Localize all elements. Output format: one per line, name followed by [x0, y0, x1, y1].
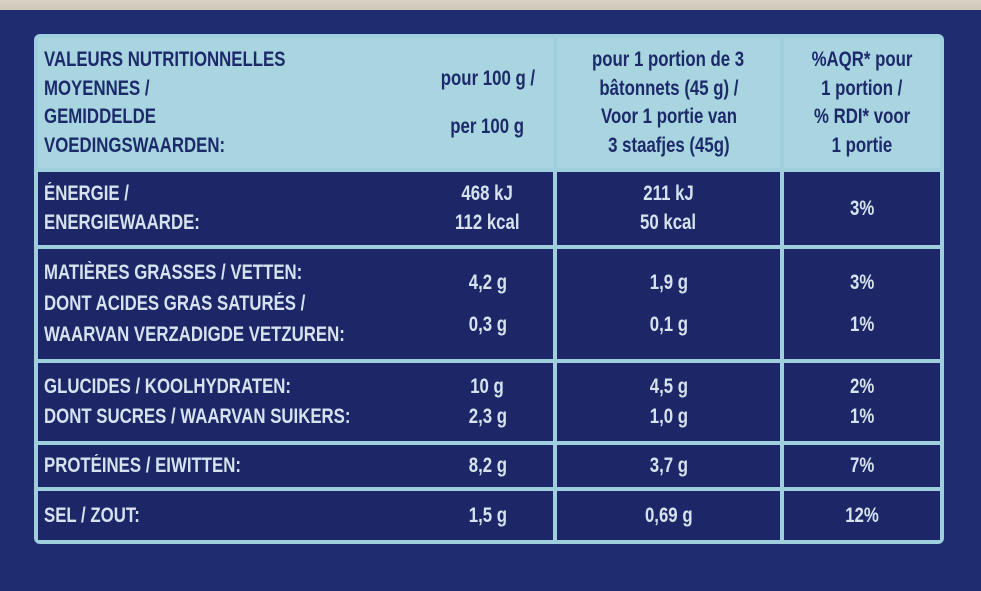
cell-text: 1 portie — [831, 134, 893, 158]
cell-text: GEMIDDELDE — [44, 105, 157, 129]
cell-text: % RDI* voor — [813, 105, 911, 129]
cell-text: 3 staafjes (45g) — [607, 134, 730, 158]
body-cell: 0,69 g — [557, 491, 780, 540]
body-cell: ÉNERGIE / ENERGIEWAARDE: — [38, 172, 422, 245]
cell-text: GLUCIDES / KOOLHYDRATEN: — [44, 374, 292, 398]
cell-text: ÉNERGIE / — [44, 182, 129, 205]
cell-text: 10 g — [470, 374, 505, 398]
body-cell: 10 g 2,3 g — [422, 363, 553, 441]
cell-text: DONT SUCRES / WAARVAN SUIKERS: — [44, 405, 351, 429]
cell-text: 3% — [849, 271, 875, 295]
body-cell: 7% — [784, 445, 940, 487]
body-cell: PROTÉINES / EIWITTEN: — [38, 445, 422, 487]
body-cell: 8,2 g — [422, 445, 553, 487]
cell-text: 7% — [849, 454, 875, 477]
cell-text: 2,3 g — [468, 405, 507, 429]
body-cell: MATIÈRES GRASSES / VETTEN: DONT ACIDES GR… — [38, 249, 422, 359]
cell-text: 2% — [849, 374, 875, 398]
body-cell: 3% 1% — [784, 249, 940, 359]
cell-text: 12% — [845, 503, 879, 527]
cell-text: 1 portion / — [821, 76, 903, 100]
body-cell: 3% — [784, 172, 940, 245]
cell-text: per 100 g — [450, 115, 525, 138]
body-cell: 468 kJ 112 kcal — [422, 172, 553, 245]
cell-text: 0,1 g — [649, 312, 688, 336]
cell-text: 3,7 g — [649, 454, 688, 477]
cell-text: 0,69 g — [644, 503, 693, 527]
cell-text: 1% — [849, 312, 875, 336]
cell-text: Voor 1 portie van — [600, 105, 737, 129]
cell-text: pour 100 g / — [440, 67, 535, 90]
cell-text: 1% — [849, 405, 875, 429]
body-cell: 4,5 g 1,0 g — [557, 363, 780, 441]
cell-text: pour 1 portion de 3 — [592, 47, 745, 71]
cell-text: 1,0 g — [649, 405, 688, 429]
cell-text: 3% — [849, 196, 875, 220]
body-cell: SEL / ZOUT: — [38, 491, 422, 540]
header-cell: VALEURS NUTRITIONNELLES MOYENNES / GEMIDDE… — [38, 38, 422, 168]
cell-text: 1,9 g — [649, 271, 688, 295]
cell-text: 112 kcal — [455, 211, 520, 234]
cell-text: VOEDINGSWAARDEN: — [44, 134, 226, 158]
body-cell: 1,9 g 0,1 g — [557, 249, 780, 359]
body-cell: 1,5 g — [422, 491, 553, 540]
cell-text: bâtonnets (45 g) / — [598, 76, 739, 100]
cell-text: 4,5 g — [649, 374, 688, 398]
cell-text: 8,2 g — [468, 454, 507, 477]
header-cell: %AQR* pour 1 portion / % RDI* voor 1 portie — [784, 38, 940, 168]
cell-text: 4,2 g — [468, 271, 507, 295]
body-cell: 4,2 g 0,3 g — [422, 249, 553, 359]
cell-text: 468 kJ — [461, 182, 514, 205]
body-cell: GLUCIDES / KOOLHYDRATEN: DONT SUCRES / WA… — [38, 363, 422, 441]
cell-text: SEL / ZOUT: — [44, 503, 140, 527]
cell-text: 1,5 g — [468, 503, 507, 527]
header-cell: pour 100 g / per 100 g — [422, 38, 553, 168]
header-cell: pour 1 portion de 3 bâtonnets (45 g) / Voo… — [557, 38, 780, 168]
cell-text: WAARVAN VERZADIGDE VETZUREN: — [44, 323, 345, 346]
nutrition-table: VALEURS NUTRITIONNELLES MOYENNES / GEMIDDE… — [34, 34, 944, 544]
cell-text: 0,3 g — [468, 312, 507, 336]
cell-text: VALEURS NUTRITIONNELLES — [44, 47, 286, 71]
body-cell: 2% 1% — [784, 363, 940, 441]
body-cell: 3,7 g — [557, 445, 780, 487]
cell-text: PROTÉINES / EIWITTEN: — [44, 454, 241, 477]
cell-text: DONT ACIDES GRAS SATURÉS / — [44, 292, 306, 315]
cell-text: 211 kJ — [643, 182, 694, 205]
cell-text: MOYENNES / — [44, 76, 150, 100]
body-cell: 211 kJ 50 kcal — [557, 172, 780, 245]
cell-text: 50 kcal — [640, 211, 697, 234]
cell-text: ENERGIEWAARDE: — [44, 211, 200, 234]
body-cell: 12% — [784, 491, 940, 540]
cell-text: %AQR* pour — [811, 47, 913, 71]
cell-text: MATIÈRES GRASSES / VETTEN: — [44, 261, 303, 284]
